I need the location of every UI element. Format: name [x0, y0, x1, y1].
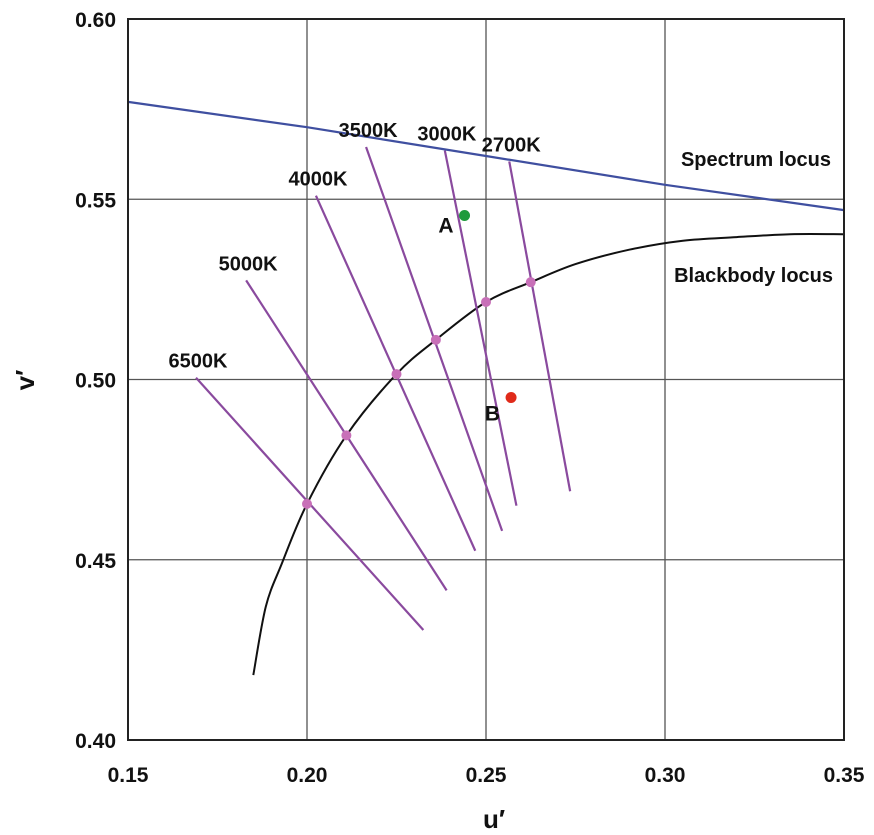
isotemp-2700k-blackbody-marker [525, 277, 536, 288]
isotemp-4000k-blackbody-marker [391, 369, 402, 380]
point-b-label: B [485, 403, 500, 426]
isotemp-4000k-label: 4000K [288, 169, 347, 191]
x-tick-label: 0.15 [108, 764, 149, 787]
isotemp-2700k-label: 2700K [482, 134, 541, 156]
y-tick-labels: 0.40 0.45 0.50 0.55 0.60 [75, 9, 116, 753]
isotemp-5000k-blackbody-marker [341, 430, 352, 441]
isotemp-6500k-blackbody-marker [302, 498, 312, 509]
isotemp-3000k-label: 3000K [417, 124, 476, 146]
y-tick-label: 0.45 [75, 550, 116, 573]
x-tick-label: 0.25 [466, 764, 507, 787]
isotemp-3500k-label: 3500K [339, 120, 398, 142]
point-a-marker [459, 209, 471, 221]
x-tick-label: 0.35 [824, 764, 865, 787]
isotemp-2700k-line [508, 161, 572, 492]
spectrum-locus-label: Spectrum locus [681, 149, 831, 171]
y-tick-label: 0.50 [75, 370, 116, 393]
annotation-layer: Spectrum locus Blackbody locus 6500K 5000K 4… [169, 120, 833, 426]
isotemp-6500k-label: 6500K [169, 351, 228, 373]
y-tick-label: 0.40 [75, 730, 116, 753]
isotemp-3000k-line [443, 150, 518, 506]
point-b-marker [505, 392, 517, 404]
x-tick-label: 0.30 [645, 764, 686, 787]
isotemp-3500k-blackbody-marker [430, 334, 441, 345]
x-tick-labels: 0.15 0.20 0.25 0.30 0.35 [108, 764, 865, 787]
y-axis-title: v′ [10, 370, 40, 391]
blackbody-locus-line [252, 232, 845, 676]
isotemp-3000k-blackbody-marker [481, 296, 491, 307]
series-layer [127, 100, 845, 676]
blackbody-locus-label: Blackbody locus [674, 265, 833, 287]
y-tick-label: 0.55 [75, 189, 116, 212]
spectrum-locus-line [127, 100, 845, 212]
isotemp-5000k-label: 5000K [219, 253, 278, 275]
plot-frame [127, 18, 845, 741]
x-tick-label: 0.20 [287, 764, 328, 787]
y-tick-label: 0.60 [75, 9, 116, 32]
x-axis-title: u′ [483, 804, 505, 834]
point-a-label: A [438, 214, 453, 237]
